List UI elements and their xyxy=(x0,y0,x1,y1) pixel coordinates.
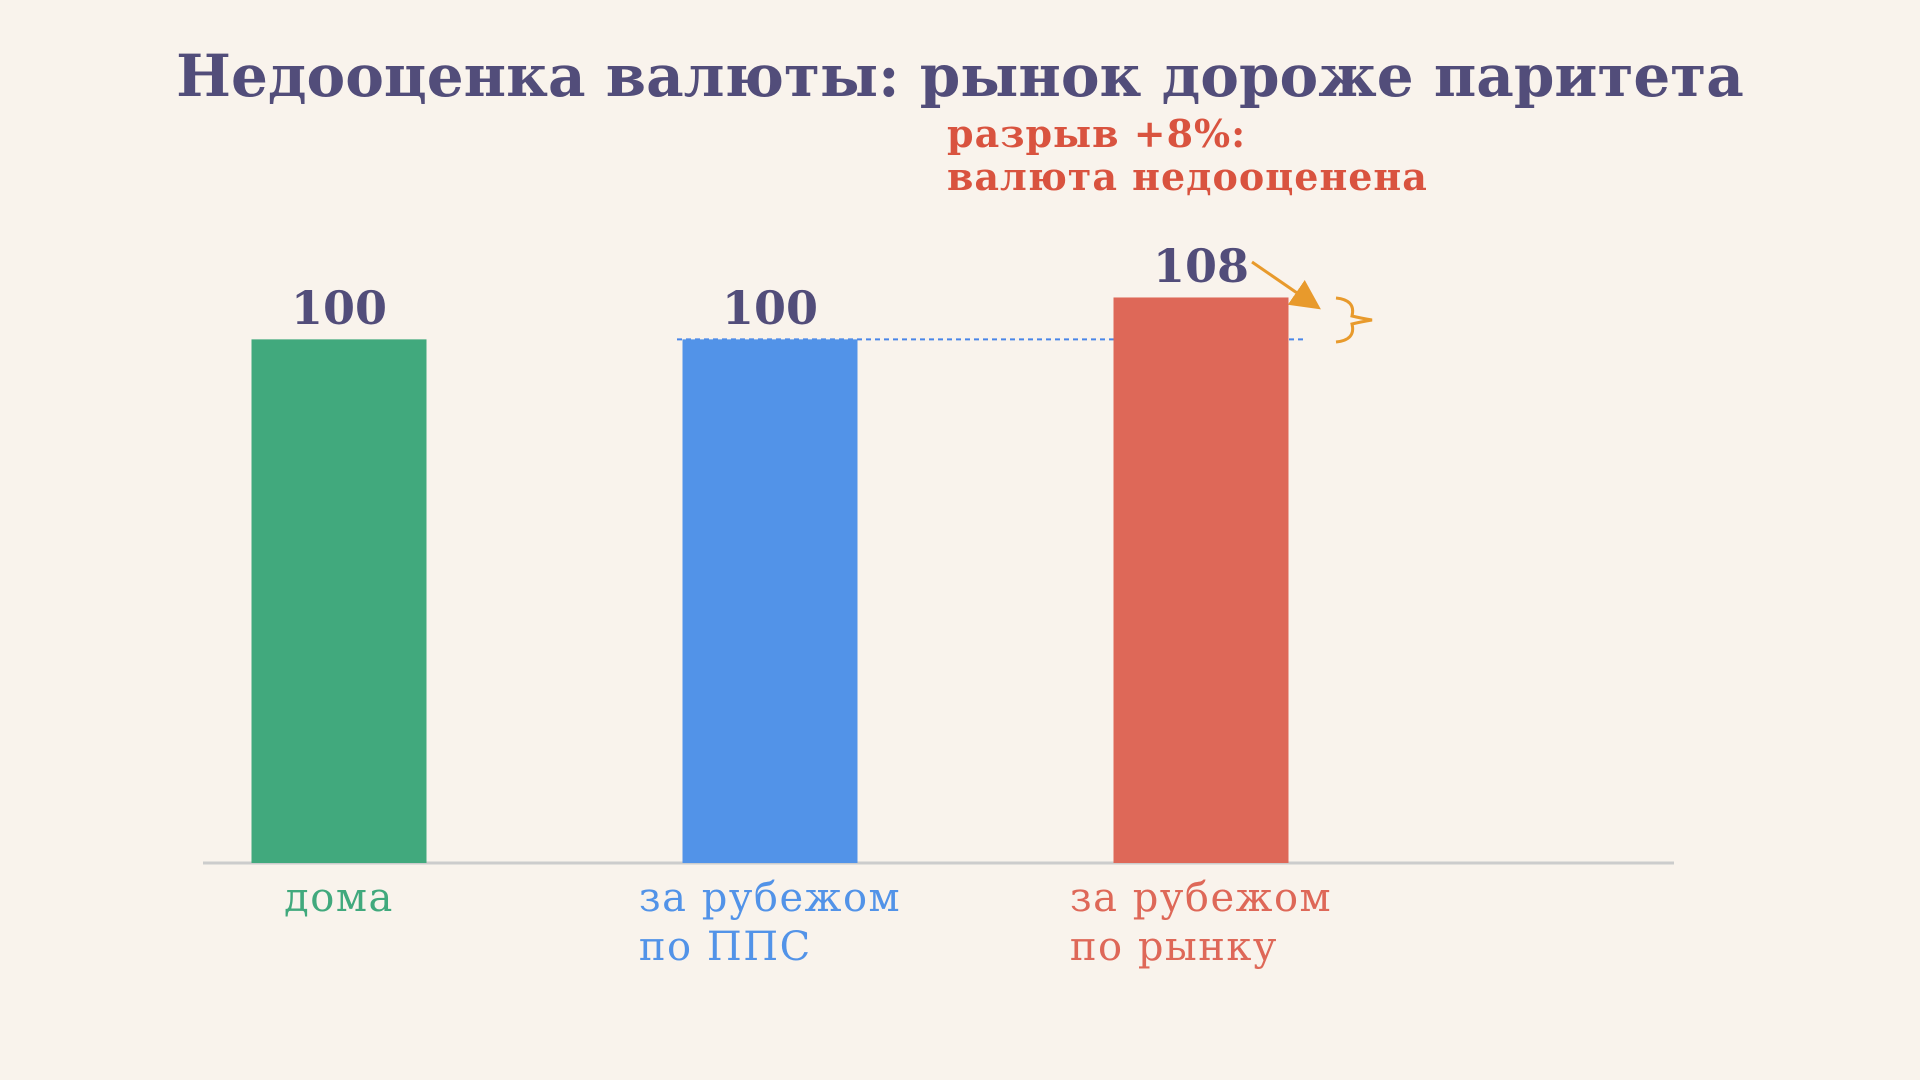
bar xyxy=(1113,297,1289,863)
x-tick-label: дома xyxy=(284,875,394,921)
chart-title: Недооценка валюты: рынок дороже паритета xyxy=(176,42,1744,110)
bar xyxy=(251,339,427,863)
value-label: 108 xyxy=(1152,239,1250,294)
x-tick-label: за рубежом по рынку xyxy=(1069,875,1333,970)
bar xyxy=(682,339,858,863)
gap-brace xyxy=(1335,296,1373,344)
annotation: разрыв +8%: валюта недооценена xyxy=(947,111,1428,199)
x-tick-label: за рубежом по ППС xyxy=(638,875,902,970)
value-label: 100 xyxy=(721,281,819,336)
annotation-arrow xyxy=(1251,260,1321,310)
value-label: 100 xyxy=(290,281,388,336)
